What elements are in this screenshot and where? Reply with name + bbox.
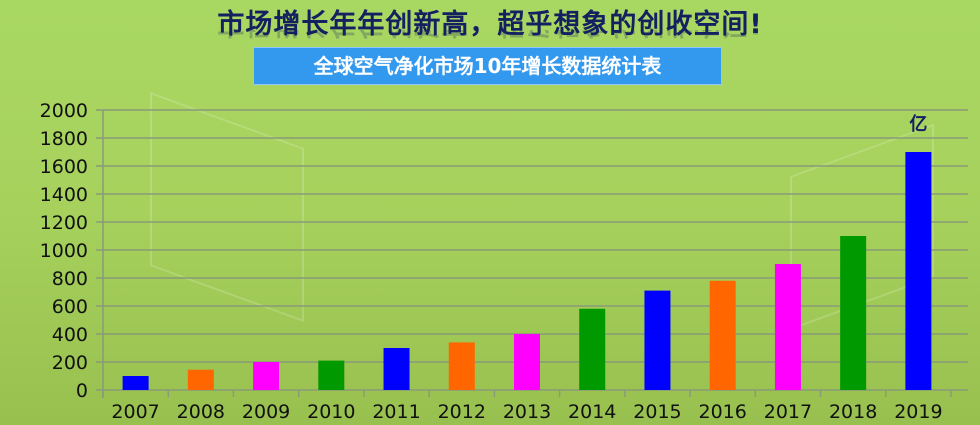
bar-2019: [905, 152, 932, 390]
bar-2011: [383, 348, 410, 390]
chart-title: 全球空气净化市场10年增长数据统计表: [253, 47, 722, 85]
bar-2014: [579, 308, 606, 390]
bar-2017: [774, 264, 801, 390]
bar-2007: [122, 376, 149, 390]
y-tick-label: 1000: [40, 240, 88, 262]
x-tick-label: 2011: [372, 401, 420, 423]
headline: 市场增长年年创新高，超乎想象的创收空间!: [217, 9, 763, 40]
x-tick-label: 2018: [829, 401, 877, 423]
x-tick-label: 2013: [503, 401, 551, 423]
x-tick-label: 2015: [633, 401, 681, 423]
x-tick-label: 2007: [111, 401, 159, 423]
unit-label: 亿: [909, 113, 927, 135]
bar-2012: [448, 342, 475, 390]
bar-2015: [644, 290, 671, 390]
x-tick-label: 2014: [568, 401, 616, 423]
y-tick-label: 2000: [40, 100, 88, 122]
x-tick-label: 2009: [242, 401, 290, 423]
y-tick-label: 1400: [40, 184, 88, 206]
y-tick-label: 800: [52, 268, 88, 290]
x-tick-label: 2008: [177, 401, 225, 423]
y-tick-label: 1200: [40, 212, 88, 234]
x-tick-label: 2012: [438, 401, 486, 423]
bar-2018: [840, 236, 867, 390]
y-tick-label: 400: [52, 324, 88, 346]
bar-2009: [253, 362, 280, 390]
y-tick-label: 0: [76, 380, 88, 402]
y-tick-label: 200: [52, 352, 88, 374]
bar-2013: [514, 334, 540, 390]
x-tick-label: 2017: [764, 401, 812, 423]
bar-2016: [709, 280, 736, 390]
bar-2010: [318, 360, 345, 390]
y-tick-label: 600: [52, 296, 88, 318]
x-tick-label: 2016: [699, 401, 747, 423]
x-tick-label: 2019: [894, 401, 942, 423]
bar-2008: [187, 369, 214, 390]
y-tick-label: 1800: [40, 128, 88, 150]
x-tick-label: 2010: [307, 401, 355, 423]
y-tick-label: 1600: [40, 156, 88, 178]
